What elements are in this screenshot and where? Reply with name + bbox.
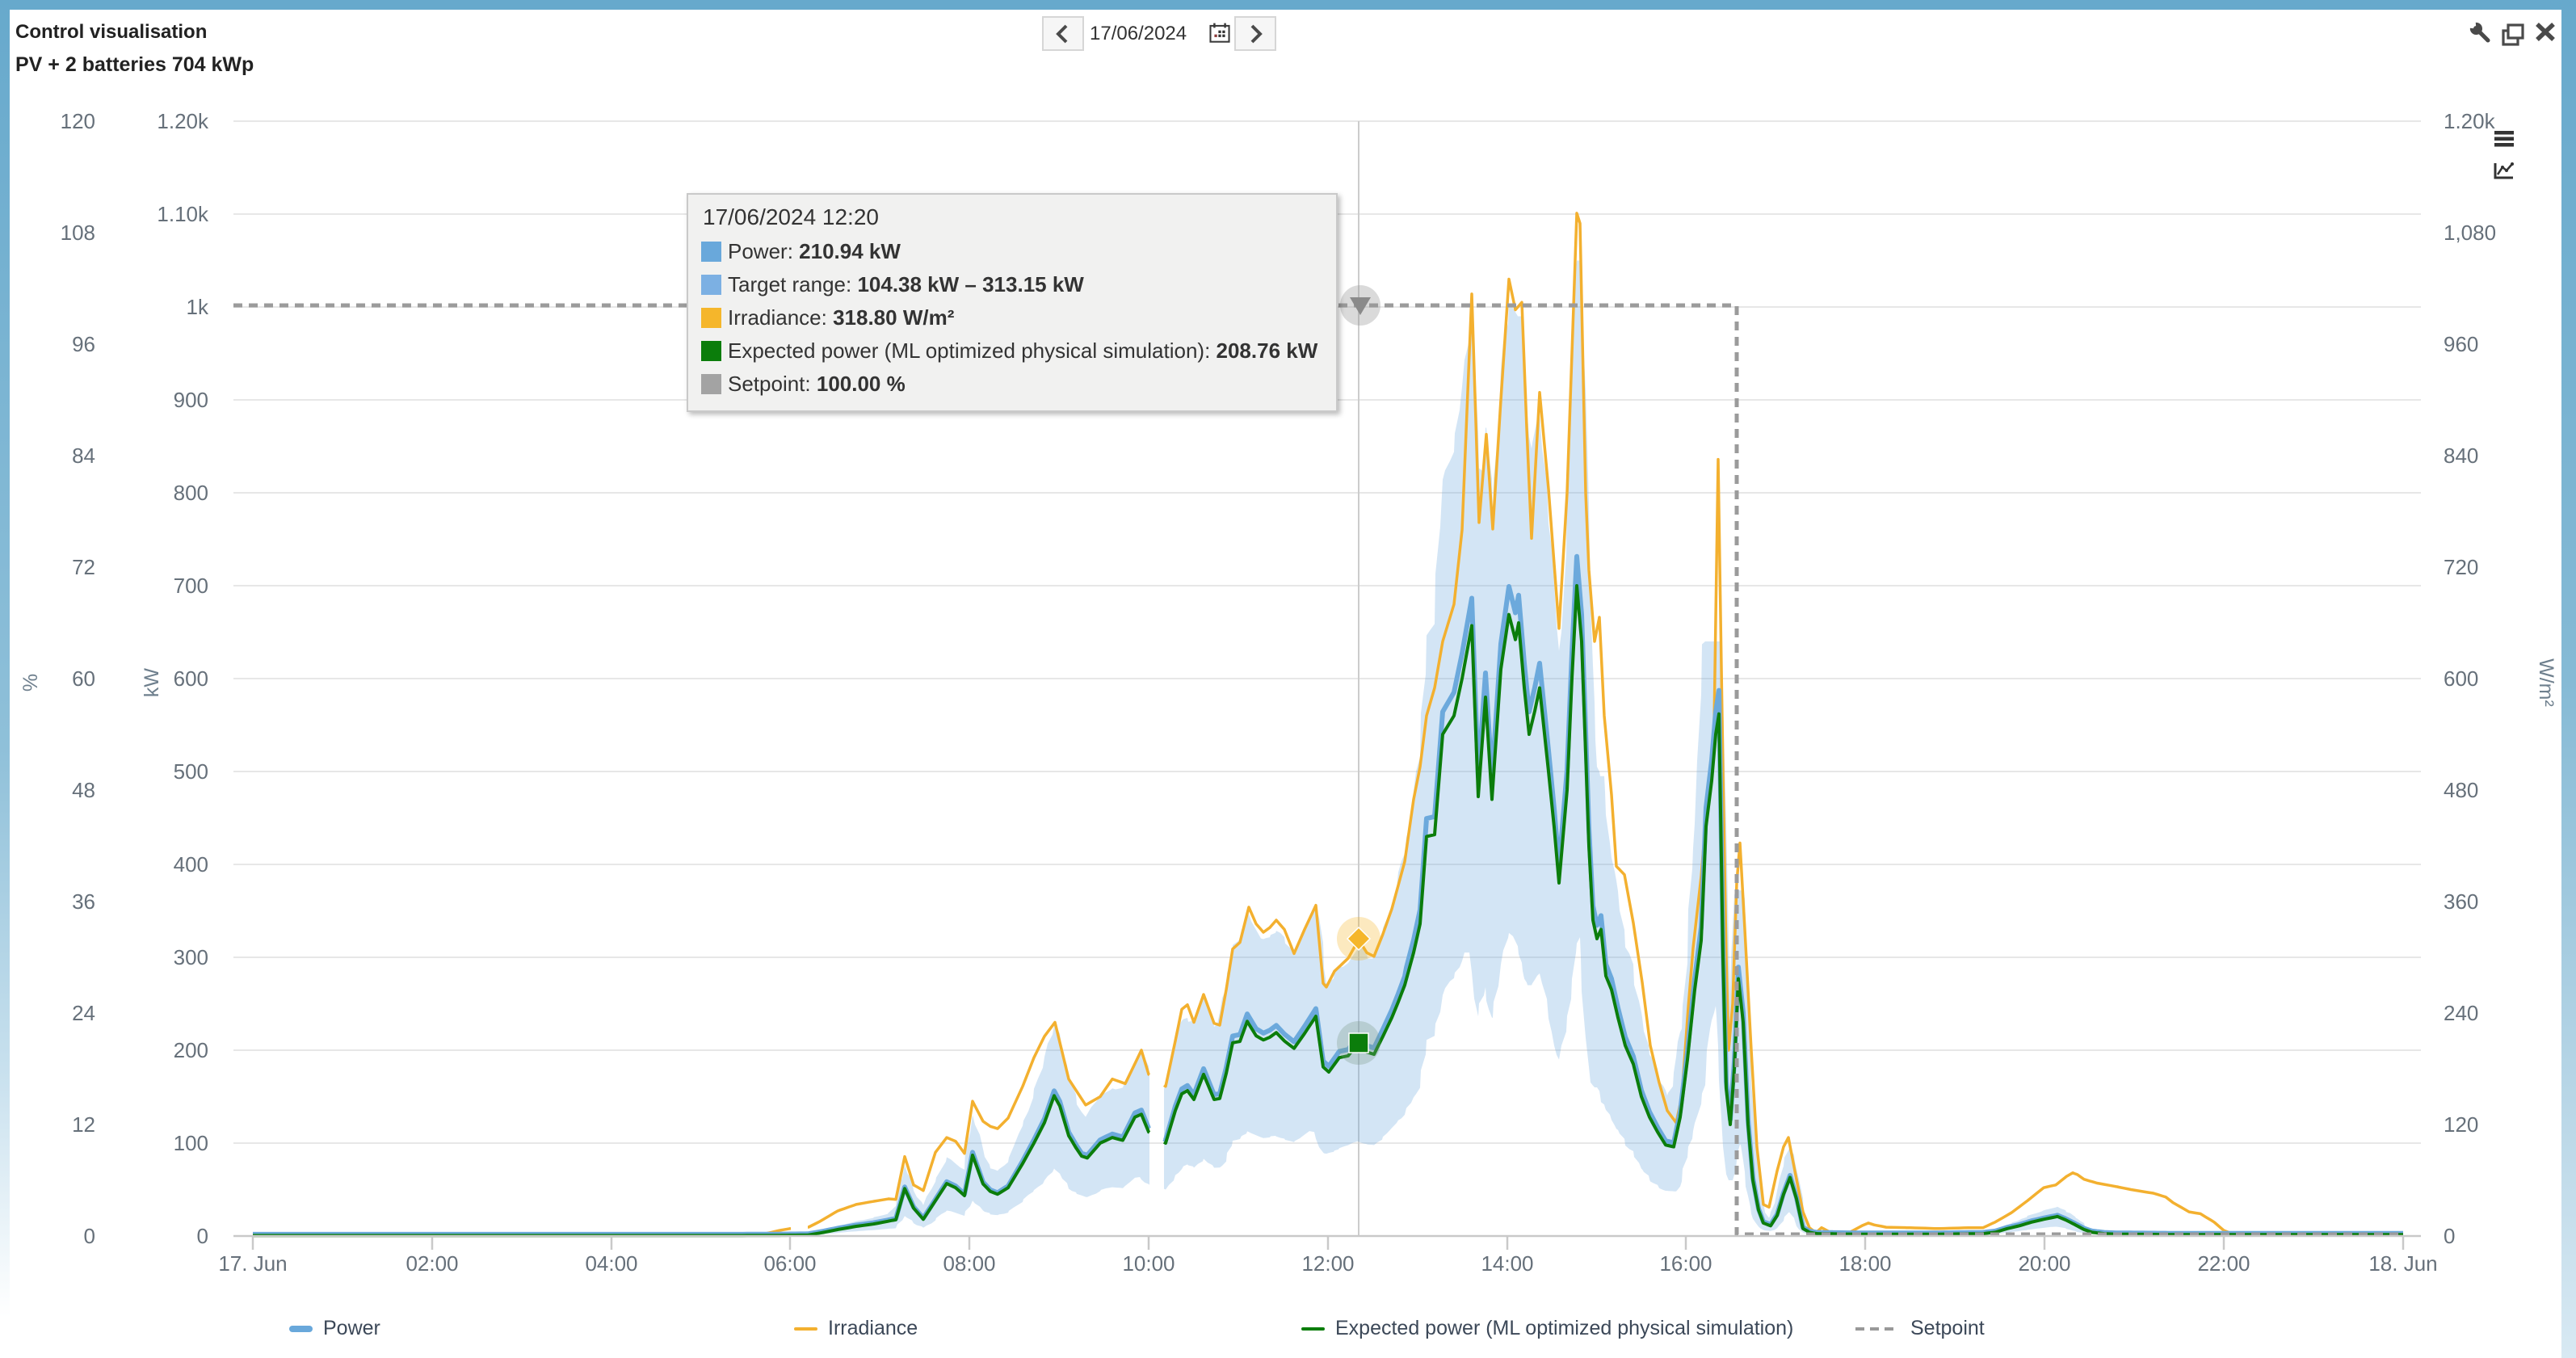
svg-text:02:00: 02:00: [406, 1251, 458, 1276]
svg-text:10:00: 10:00: [1122, 1251, 1175, 1276]
svg-text:0: 0: [197, 1224, 208, 1248]
svg-text:360: 360: [2444, 889, 2478, 914]
svg-text:W/m²: W/m²: [2535, 658, 2557, 707]
svg-text:600: 600: [174, 666, 208, 691]
svg-text:06:00: 06:00: [763, 1251, 816, 1276]
svg-text:300: 300: [174, 945, 208, 969]
svg-text:1,080: 1,080: [2444, 221, 2496, 245]
svg-text:04:00: 04:00: [585, 1251, 637, 1276]
svg-text:16:00: 16:00: [1659, 1251, 1712, 1276]
svg-text:0: 0: [2444, 1224, 2455, 1248]
svg-text:kW: kW: [141, 668, 163, 698]
svg-text:48: 48: [72, 778, 95, 802]
svg-text:108: 108: [61, 221, 95, 245]
svg-text:22:00: 22:00: [2197, 1251, 2250, 1276]
svg-text:60: 60: [72, 666, 95, 691]
svg-text:%: %: [19, 674, 42, 692]
svg-text:12: 12: [72, 1112, 95, 1137]
svg-text:18. Jun: 18. Jun: [2368, 1251, 2437, 1276]
svg-text:84: 84: [72, 444, 95, 468]
svg-text:18:00: 18:00: [1838, 1251, 1891, 1276]
svg-text:100: 100: [174, 1131, 208, 1155]
svg-text:1k: 1k: [187, 295, 209, 319]
svg-text:1.10k: 1.10k: [157, 202, 209, 226]
svg-text:14:00: 14:00: [1481, 1251, 1533, 1276]
svg-text:700: 700: [174, 574, 208, 598]
svg-text:720: 720: [2444, 555, 2478, 579]
svg-text:120: 120: [61, 109, 95, 133]
svg-text:840: 840: [2444, 444, 2478, 468]
svg-text:36: 36: [72, 889, 95, 914]
svg-text:400: 400: [174, 852, 208, 877]
svg-text:900: 900: [174, 388, 208, 412]
svg-text:08:00: 08:00: [943, 1251, 995, 1276]
svg-text:1.20k: 1.20k: [157, 109, 209, 133]
svg-text:24: 24: [72, 1001, 95, 1025]
svg-text:0: 0: [84, 1224, 95, 1248]
svg-text:96: 96: [72, 332, 95, 356]
svg-text:800: 800: [174, 481, 208, 505]
svg-text:200: 200: [174, 1038, 208, 1062]
svg-text:120: 120: [2444, 1112, 2478, 1137]
svg-text:500: 500: [174, 759, 208, 784]
svg-text:12:00: 12:00: [1301, 1251, 1354, 1276]
svg-text:72: 72: [72, 555, 95, 579]
svg-text:600: 600: [2444, 666, 2478, 691]
svg-text:960: 960: [2444, 332, 2478, 356]
svg-text:240: 240: [2444, 1001, 2478, 1025]
svg-text:17. Jun: 17. Jun: [218, 1251, 287, 1276]
svg-text:20:00: 20:00: [2018, 1251, 2070, 1276]
svg-text:1.20k: 1.20k: [2444, 109, 2496, 133]
svg-text:480: 480: [2444, 778, 2478, 802]
